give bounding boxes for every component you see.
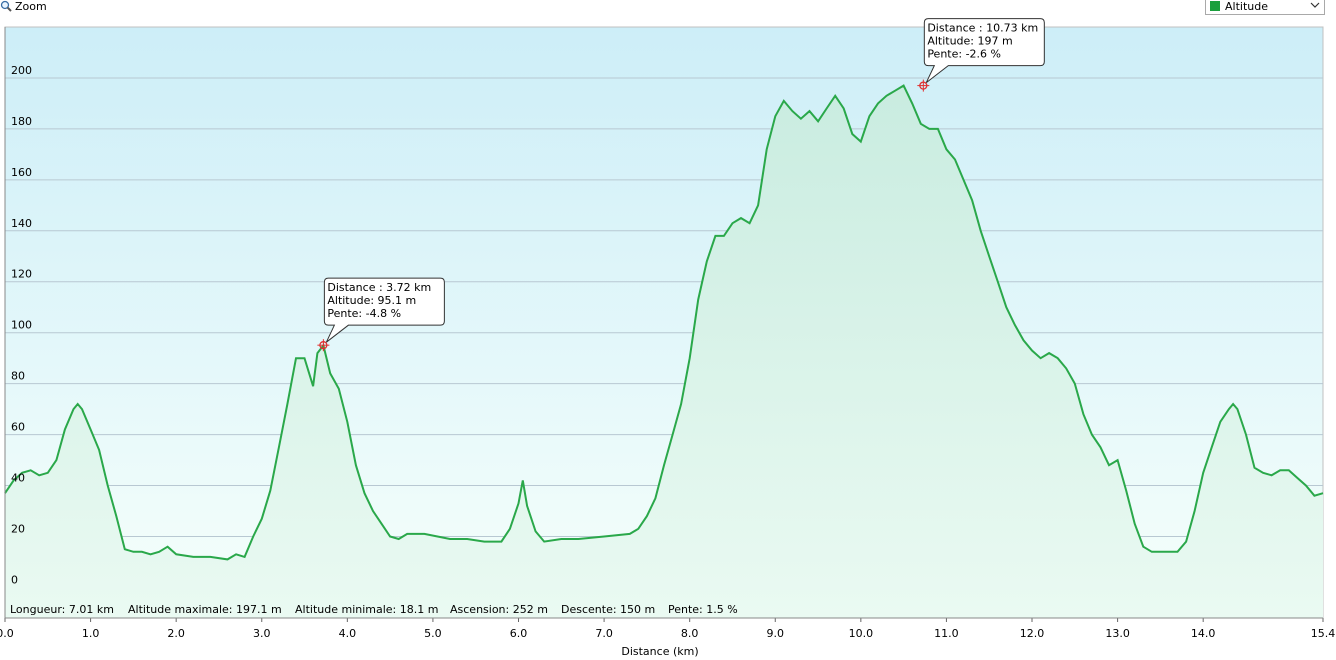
tooltip-box bbox=[323, 277, 445, 343]
x-tick-label: 6.0 bbox=[510, 627, 528, 640]
tooltip-altitude: Altitude: 197 m bbox=[927, 35, 1012, 48]
y-tick-label: 0 bbox=[11, 573, 18, 586]
series-color-swatch bbox=[1210, 1, 1220, 11]
stat-descent: Descente: 150 m bbox=[561, 603, 655, 616]
y-tick-label: 100 bbox=[11, 319, 32, 332]
tooltip-box bbox=[923, 18, 1045, 83]
stat-slope: Pente: 1.5 % bbox=[668, 603, 738, 616]
stat-min-altitude: Altitude minimale: 18.1 m bbox=[295, 603, 438, 616]
tooltip-slope: Pente: -4.8 % bbox=[327, 307, 401, 320]
chevron-down-icon bbox=[1310, 2, 1320, 8]
x-tick-label: 9.0 bbox=[767, 627, 785, 640]
tooltip-distance: Distance : 10.73 km bbox=[927, 22, 1038, 35]
x-tick-label: 4.0 bbox=[339, 627, 357, 640]
y-tick-label: 80 bbox=[11, 370, 25, 383]
y-tick-label: 160 bbox=[11, 166, 32, 179]
series-dropdown-value: Altitude bbox=[1225, 0, 1268, 13]
x-tick-label: 5.0 bbox=[424, 627, 442, 640]
series-dropdown[interactable]: Altitude bbox=[1205, 0, 1325, 15]
x-tick-label: 3.0 bbox=[253, 627, 271, 640]
x-tick-label: 15.4 bbox=[1311, 627, 1336, 640]
zoom-button[interactable]: Zoom bbox=[0, 0, 47, 14]
x-tick-label: 1.0 bbox=[82, 627, 100, 640]
x-tick-label: 8.0 bbox=[681, 627, 699, 640]
stat-length: Longueur: 7.01 km bbox=[10, 603, 114, 616]
tooltip-altitude: Altitude: 95.1 m bbox=[327, 294, 416, 307]
magnifier-icon bbox=[0, 0, 12, 12]
zoom-label: Zoom bbox=[15, 0, 47, 13]
y-tick-label: 40 bbox=[11, 472, 25, 485]
x-tick-label: 2.0 bbox=[167, 627, 185, 640]
stats-bar: Longueur: 7.01 km Altitude maximale: 197… bbox=[10, 603, 738, 616]
y-tick-label: 180 bbox=[11, 115, 32, 128]
x-tick-label: 14.0 bbox=[1191, 627, 1216, 640]
y-tick-label: 60 bbox=[11, 421, 25, 434]
x-tick-label: 11.0 bbox=[934, 627, 959, 640]
x-tick-label: 7.0 bbox=[595, 627, 613, 640]
x-tick-label: 12.0 bbox=[1020, 627, 1045, 640]
y-tick-label: 120 bbox=[11, 268, 32, 281]
altitude-line bbox=[4, 84, 1324, 561]
altitude-area-fill bbox=[5, 85, 1323, 619]
tooltip-slope: Pente: -2.6 % bbox=[927, 48, 1001, 61]
y-tick-label: 200 bbox=[11, 64, 32, 77]
x-tick-label: 0.0 bbox=[0, 627, 14, 640]
stat-max-altitude: Altitude maximale: 197.1 m bbox=[128, 603, 282, 616]
y-tick-label: 140 bbox=[11, 217, 32, 230]
stat-ascent: Ascension: 252 m bbox=[450, 603, 548, 616]
y-tick-label: 20 bbox=[11, 522, 25, 535]
x-axis-label: Distance (km) bbox=[621, 645, 698, 658]
tooltip-distance: Distance : 3.72 km bbox=[327, 281, 431, 294]
x-tick-label: 10.0 bbox=[849, 627, 874, 640]
x-tick-label: 13.0 bbox=[1105, 627, 1130, 640]
